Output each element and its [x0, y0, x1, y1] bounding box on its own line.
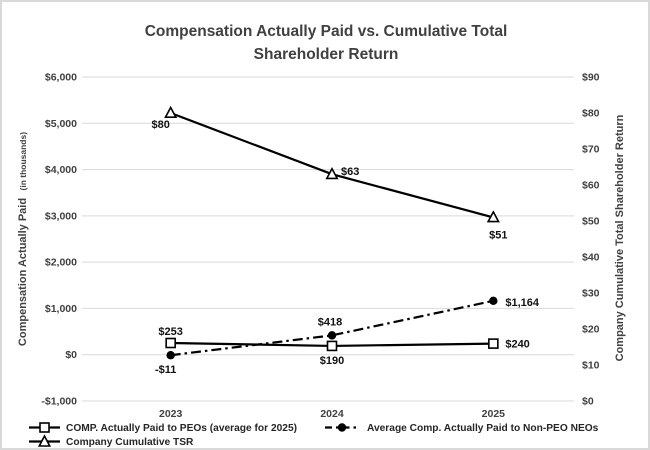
data-labels-layer: $253 $190 $240 -$11 $418 $1,164 $80 $63 $51 — [151, 119, 539, 376]
y-axis-right-tick-label: $80 — [582, 108, 600, 120]
y-axis-left-tick-label: $1,000 — [45, 303, 77, 315]
series-layer — [164, 105, 500, 360]
data-point-label: $63 — [341, 166, 359, 178]
series-line-circle — [170, 299, 494, 357]
y-axis-right-tick-label: $50 — [582, 216, 600, 228]
legend-label-non-peo: Average Comp. Actually Paid to Non-PEO N… — [367, 423, 599, 434]
y-axis-right-tick-label: $20 — [582, 324, 600, 336]
legend-square-marker-icon — [39, 422, 50, 433]
legend-circle-marker-icon — [337, 423, 347, 432]
right-axis-title: Company Cumulative Total Shareholder Ret… — [614, 114, 626, 361]
legend: COMP. Actually Paid to PEOs (average for… — [29, 422, 599, 448]
x-axis-tick-label: 2024 — [320, 408, 344, 420]
y-axis-left-tick-label: $5,000 — [45, 118, 77, 130]
y-axis-right-tick-label: $10 — [582, 360, 600, 372]
x-axis-tick-label: 2025 — [482, 408, 506, 420]
x-axis-tick-label: 2023 — [159, 408, 183, 420]
legend-triangle-marker-icon — [37, 434, 52, 447]
legend-label-tsr: Company Cumulative TSR — [66, 437, 194, 448]
data-point-label: $418 — [318, 316, 342, 328]
legend-item-peo: COMP. Actually Paid to PEOs (average for… — [29, 422, 297, 434]
data-point-circle-marker — [489, 296, 498, 306]
y-axis-right-tick-label: $90 — [582, 72, 600, 84]
chart-title-line1: Compensation Actually Paid vs. Cumulativ… — [145, 23, 508, 40]
y-axis-left-tick-label: $3,000 — [45, 210, 77, 222]
data-point-label: $240 — [505, 339, 529, 351]
data-point-circle-marker — [166, 351, 175, 360]
y-axis-right-tick-label: $40 — [582, 252, 600, 264]
legend-item-tsr: Company Cumulative TSR — [29, 434, 194, 448]
legend-label-peo: COMP. Actually Paid to PEOs (average for… — [66, 423, 297, 434]
legend-item-non-peo: Average Comp. Actually Paid to Non-PEO N… — [325, 423, 599, 434]
y-axis-left-tick-label: $2,000 — [45, 257, 77, 269]
data-point-label: $253 — [158, 326, 182, 338]
data-point-label: $80 — [151, 119, 169, 131]
chart-title-line2: Shareholder Return — [254, 46, 399, 63]
left-axis-title-sub: (in thousands) — [18, 132, 28, 191]
y-axis-right-tick-label: $30 — [582, 288, 600, 300]
data-point-circle-marker — [327, 331, 337, 340]
data-point-triangle-marker — [164, 105, 178, 118]
gridlines-layer — [82, 76, 574, 402]
y-axis-right-tick-label: $60 — [582, 180, 600, 192]
tick-labels-layer: $6,000 $5,000 $4,000 $3,000 $2,000 $1,000 $0 -$… — [41, 72, 599, 421]
data-point-triangle-marker — [486, 210, 500, 223]
data-point-label: $1,164 — [505, 297, 540, 309]
y-axis-right-tick-label: $0 — [582, 396, 594, 408]
data-point-label: $51 — [489, 229, 507, 241]
left-axis-title-main: Compensation Actually Paid — [17, 198, 29, 346]
left-axis-title: Compensation Actually Paid (in thousands… — [13, 132, 30, 346]
data-point-label: -$11 — [155, 364, 176, 376]
data-point-square-marker — [165, 337, 176, 349]
y-axis-left-tick-label: $6,000 — [45, 72, 77, 84]
y-axis-left-tick-label: $4,000 — [45, 164, 77, 176]
data-point-triangle-marker — [325, 167, 339, 180]
y-axis-right-tick-label: $70 — [582, 144, 600, 156]
y-axis-left-tick-label: -$1,000 — [41, 396, 77, 408]
data-point-label: $190 — [320, 355, 344, 367]
data-point-square-marker — [488, 338, 499, 349]
series-line-triangle — [170, 111, 494, 219]
y-axis-left-tick-label: $0 — [65, 349, 77, 361]
data-point-square-marker — [326, 340, 338, 352]
